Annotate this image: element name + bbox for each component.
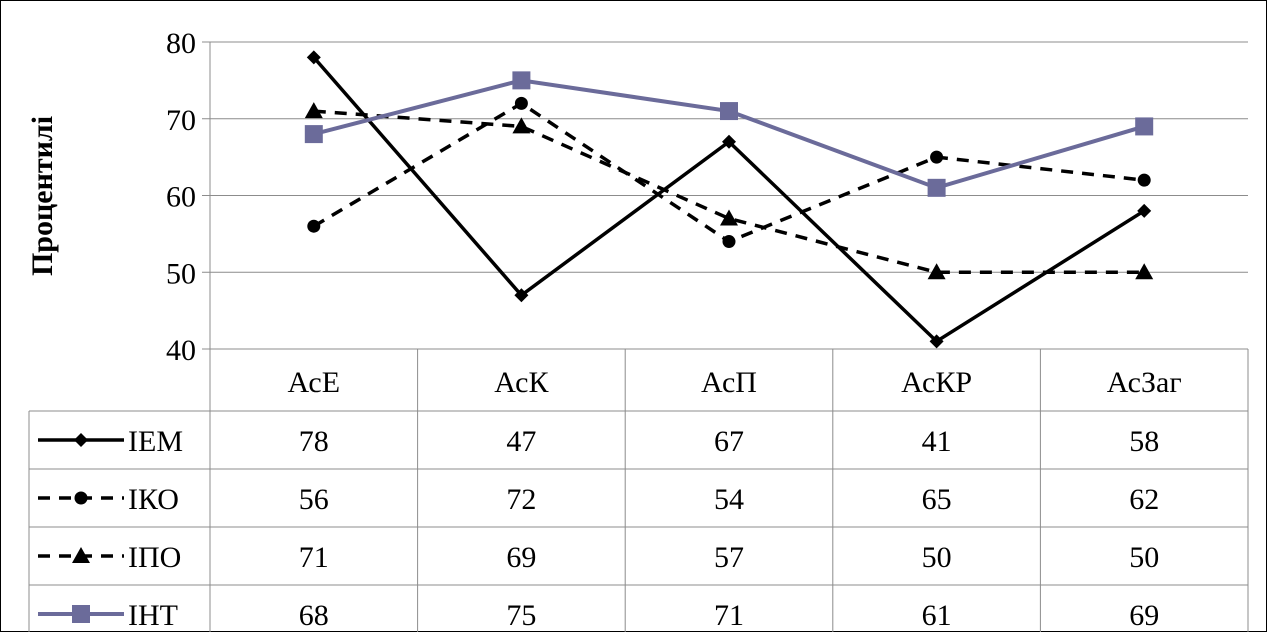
point-marker xyxy=(930,150,944,164)
point-marker xyxy=(307,219,321,233)
x-category-label: АсЕ xyxy=(288,366,341,399)
table-value-cell: 47 xyxy=(506,425,536,458)
point-marker xyxy=(512,71,531,90)
point-marker xyxy=(1137,173,1151,187)
point-marker xyxy=(514,288,529,303)
y-axis-title: Процентилі xyxy=(26,116,59,276)
point-marker xyxy=(1137,203,1152,218)
table-value-cell: 61 xyxy=(922,599,952,632)
table-value-cell: 68 xyxy=(299,599,329,632)
point-marker xyxy=(74,491,88,505)
table-value-cell: 50 xyxy=(1129,541,1159,574)
point-marker xyxy=(720,102,738,121)
point-marker xyxy=(306,50,321,65)
y-tick-label: 40 xyxy=(166,334,196,367)
point-marker xyxy=(929,334,944,349)
point-marker xyxy=(720,209,738,226)
table-value-cell: 75 xyxy=(506,599,536,632)
y-tick-label: 80 xyxy=(166,27,196,60)
legend-label: ІПО xyxy=(128,541,181,574)
x-category-label: АсКР xyxy=(901,366,972,399)
series-line xyxy=(313,109,1145,274)
point-marker xyxy=(304,102,323,119)
point-marker xyxy=(512,117,531,134)
series-1 xyxy=(307,96,1151,249)
legend-key xyxy=(38,605,124,623)
point-marker xyxy=(72,605,90,623)
legend-key xyxy=(38,433,124,447)
legend-key xyxy=(38,547,124,563)
table-value-cell: 54 xyxy=(714,483,744,516)
table-value-cell: 62 xyxy=(1129,483,1159,516)
table-value-cell: 69 xyxy=(506,541,536,574)
point-marker xyxy=(1135,117,1154,136)
table-value-cell: 69 xyxy=(1129,599,1159,632)
legend-label: ІНТ xyxy=(128,599,178,632)
series-0 xyxy=(306,50,1152,349)
table-value-cell: 67 xyxy=(714,425,744,458)
y-tick-label: 70 xyxy=(166,104,196,137)
point-marker xyxy=(927,263,946,280)
y-axis-ticks: 40 50 60 70 80 xyxy=(166,27,196,367)
table-value-cell: 72 xyxy=(506,483,536,516)
table-value-cell: 65 xyxy=(922,483,952,516)
y-tick-label: 60 xyxy=(166,181,196,214)
point-marker xyxy=(74,433,88,447)
x-category-label: АсК xyxy=(494,366,549,399)
point-marker xyxy=(1135,263,1154,280)
table-value-cell: 78 xyxy=(299,425,329,458)
point-marker xyxy=(722,134,736,149)
table-value-cell: 50 xyxy=(922,541,952,574)
table-value-cell: 57 xyxy=(714,541,744,574)
legend-label: ІЕМ xyxy=(128,425,183,458)
data-table: АсЕ АсК АсП АсКР АсЗаг ІЕМ 78 47 67 41 58 ІКО 56 72 54… xyxy=(28,349,1249,632)
point-marker xyxy=(927,178,946,197)
y-tick-label: 50 xyxy=(166,257,196,290)
table-value-cell: 71 xyxy=(299,541,329,574)
legend-key xyxy=(38,491,124,505)
series-2 xyxy=(304,102,1154,280)
legend-label: ІКО xyxy=(128,483,179,516)
point-marker xyxy=(722,235,736,249)
point-marker xyxy=(72,547,90,563)
x-category-label: АсП xyxy=(701,366,757,399)
table-value-cell: 58 xyxy=(1129,425,1159,458)
x-category-label: АсЗаг xyxy=(1107,366,1182,399)
table-value-cell: 56 xyxy=(299,483,329,516)
series-3 xyxy=(304,71,1154,197)
series-layer xyxy=(304,50,1154,349)
point-marker xyxy=(304,125,323,144)
table-value-cell: 41 xyxy=(922,425,952,458)
table-value-cell: 71 xyxy=(714,599,744,632)
point-marker xyxy=(514,96,528,110)
